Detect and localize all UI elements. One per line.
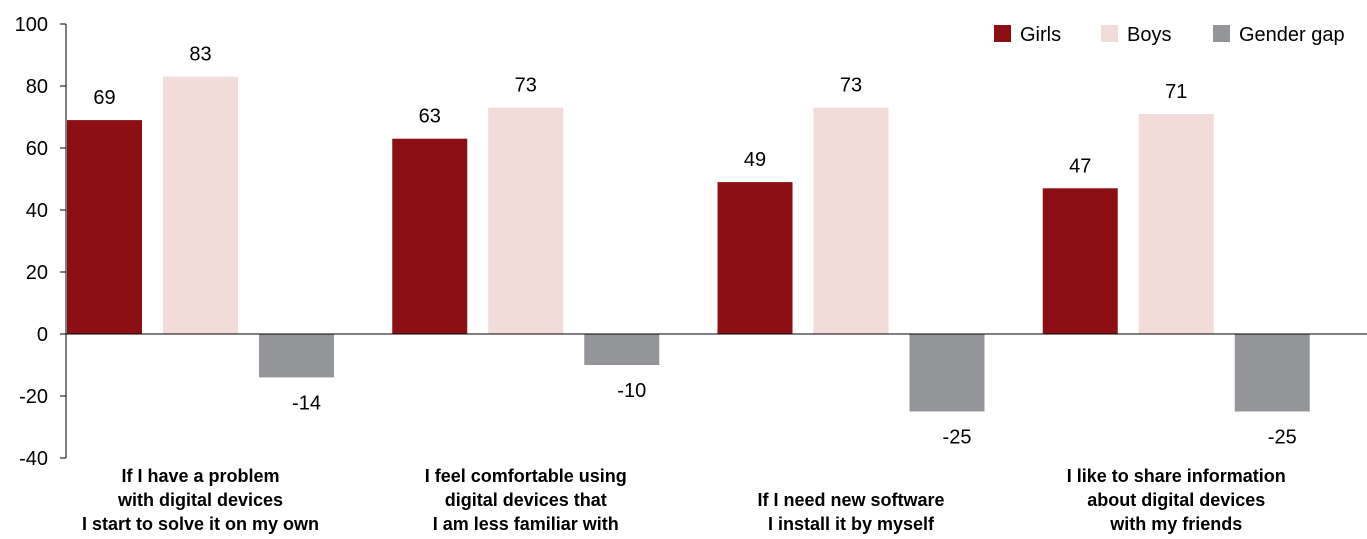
data-label: 71	[1165, 81, 1187, 103]
bars	[67, 76, 1310, 412]
data-label: 83	[189, 44, 211, 66]
category-label: I feel comfortable using digital devices …	[425, 466, 627, 534]
y-tick-label: 0	[37, 324, 48, 346]
legend-label: Girls	[1020, 24, 1061, 46]
data-label: -25	[1268, 427, 1297, 449]
bar-gender-gap	[584, 334, 660, 365]
data-label: 69	[93, 87, 115, 109]
y-tick-label: -40	[19, 448, 48, 470]
category-label: If I have a problem with digital devices I…	[82, 466, 319, 534]
legend-swatch	[994, 25, 1011, 42]
legend-swatch	[1213, 25, 1230, 42]
data-label: -10	[617, 380, 646, 402]
bar-boys	[1138, 113, 1214, 335]
legend-swatch	[1101, 25, 1118, 42]
legend-label: Gender gap	[1239, 24, 1345, 46]
bar-boys	[488, 107, 564, 334]
category-label: If I need new software I install it by my…	[757, 490, 944, 534]
y-axis: 100 80 60 40 20 0 -20 -40	[15, 14, 67, 470]
data-label: 49	[744, 149, 766, 171]
bar-gender-gap	[909, 334, 985, 412]
y-tick-label: -20	[19, 386, 48, 408]
bar-boys	[163, 76, 238, 334]
data-label: 63	[419, 106, 441, 128]
bar-girls	[1042, 188, 1118, 334]
y-tick-label: 20	[26, 262, 48, 284]
data-label: 73	[840, 75, 862, 97]
bar-boys	[813, 107, 889, 334]
category-label: I like to share information about digital…	[1067, 466, 1286, 534]
y-tick-label: 100	[15, 14, 48, 36]
bar-girls	[67, 120, 142, 334]
bar-gender-gap	[259, 334, 334, 378]
legend: Girls Boys Gender gap	[994, 24, 1345, 46]
bar-girls	[717, 182, 793, 334]
data-label: 73	[515, 75, 537, 97]
data-label: -14	[292, 392, 321, 414]
data-labels: 69 83 -14 63 73 -10 49 73 -25 47 71 -25	[93, 44, 1296, 449]
y-tick-label: 80	[26, 76, 48, 98]
legend-label: Boys	[1127, 24, 1171, 46]
y-tick-label: 60	[26, 138, 48, 160]
category-labels: If I have a problem with digital devices I…	[82, 466, 1286, 534]
data-label: -25	[943, 427, 972, 449]
bar-girls	[392, 138, 468, 334]
y-tick-label: 40	[26, 200, 48, 222]
data-label: 47	[1069, 155, 1091, 177]
bar-gender-gap	[1234, 334, 1310, 412]
